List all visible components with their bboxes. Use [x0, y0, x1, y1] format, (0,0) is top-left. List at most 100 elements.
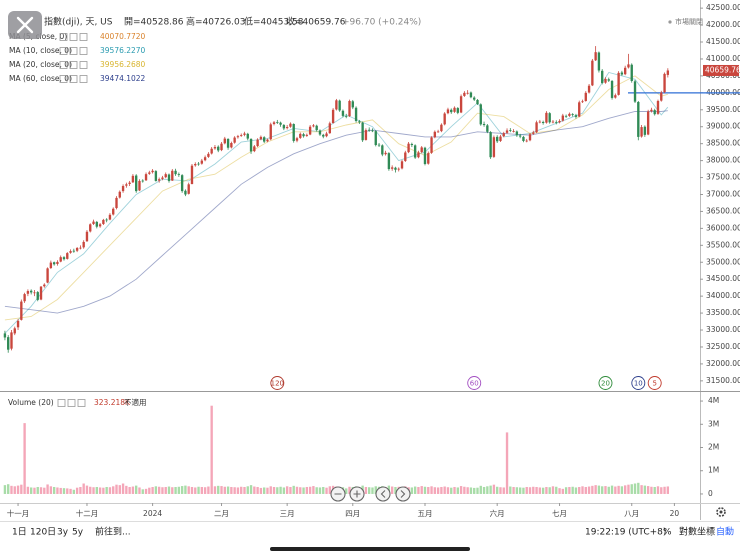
x-tick-label: 十一月 [7, 508, 30, 518]
range-button[interactable]: 5y [72, 528, 84, 538]
volume-bar [348, 486, 351, 494]
volume-bar [450, 487, 453, 494]
volume-bar [443, 486, 446, 494]
candle-body [98, 224, 102, 227]
candle-body [89, 224, 92, 232]
volume-bar [118, 485, 121, 494]
x-tick-label: 八月 [624, 509, 639, 518]
candle-body [259, 136, 263, 140]
candle-body [161, 177, 164, 179]
candle-body [545, 112, 548, 123]
candle-body [364, 130, 368, 140]
candle-body [469, 92, 473, 98]
scroll-left[interactable] [375, 486, 391, 502]
range-button[interactable]: 3y [57, 528, 69, 538]
candle-body [167, 174, 171, 181]
candle-body [171, 170, 174, 181]
volume-bar [591, 485, 594, 494]
volume-bar [10, 485, 13, 494]
gear[interactable] [716, 507, 726, 517]
candle-body [29, 290, 33, 293]
candle-body [446, 109, 450, 114]
candle-body [269, 124, 272, 140]
volume-bar [187, 486, 190, 494]
volume-bar [92, 487, 95, 494]
auto-toggle[interactable]: 自動 [716, 526, 734, 538]
volume-bar [325, 487, 328, 494]
zoom-controls[interactable] [330, 486, 411, 502]
home-indicator [270, 547, 470, 551]
candle-body [476, 99, 479, 105]
candle-body [220, 143, 223, 151]
volume-bar [69, 488, 72, 494]
period-marker [467, 376, 482, 390]
x-tick-label: 20 [670, 509, 680, 518]
candle-body [653, 110, 656, 115]
volume-bar [243, 486, 246, 494]
legend-reading: 39956.2680 [100, 60, 146, 69]
candle-body [295, 138, 299, 141]
volume-bar [167, 486, 171, 494]
status-dot [668, 20, 672, 24]
candle-body [141, 180, 144, 182]
candle-body [128, 182, 131, 184]
close-icon[interactable] [16, 16, 34, 34]
candle-body [423, 147, 427, 164]
y-tick-label: 33500.00 [706, 308, 740, 317]
settings-button[interactable] [716, 507, 726, 517]
goto-button[interactable]: 前往到... [95, 526, 131, 538]
candle-body [443, 113, 446, 125]
volume-bar [614, 486, 617, 494]
candle-body [489, 132, 492, 158]
candle-body [335, 100, 338, 110]
volume-bar [315, 487, 318, 494]
candle-body [49, 262, 53, 269]
volume-bar [479, 485, 482, 494]
candle-body [36, 292, 39, 300]
ma-line [4, 75, 668, 321]
volume-bar [203, 487, 207, 494]
legend-icon [69, 75, 78, 83]
candle-body [315, 125, 318, 131]
volume-bar [292, 485, 295, 494]
volume-note: 不適用 [124, 397, 147, 407]
candle-body [43, 284, 46, 287]
control-glyphs [334, 490, 406, 498]
volume-bar [43, 487, 46, 494]
candle-body [151, 170, 154, 173]
candle-body [184, 190, 187, 195]
volume-bar [574, 487, 578, 494]
close-button[interactable] [8, 11, 42, 39]
y-tick-label: 32000.00 [706, 359, 740, 368]
volume-bar [266, 487, 269, 494]
volume-bar [7, 484, 10, 494]
candle-body [594, 52, 597, 61]
volume-bar [135, 485, 138, 494]
range-button[interactable]: 1日 [12, 527, 27, 538]
candle-body [125, 184, 128, 186]
candle-body [394, 167, 397, 170]
candle-body [522, 136, 525, 141]
candle-body [578, 102, 581, 117]
period-marker-label: 20 [601, 380, 610, 388]
volume-bar [223, 486, 226, 494]
scroll-right[interactable] [395, 486, 411, 502]
candle-body [276, 121, 279, 123]
volume-bar [269, 486, 272, 494]
candle-body [148, 172, 151, 174]
volume-bar [584, 486, 587, 494]
candle-body [479, 104, 482, 125]
volume-bar [184, 485, 187, 494]
log-toggle[interactable]: 對數坐標 [679, 526, 715, 538]
candle-body [351, 101, 354, 108]
y-tick-label: 38000.00 [706, 156, 740, 165]
candle-body [118, 191, 121, 198]
percent-toggle[interactable]: % [663, 528, 672, 538]
y-tick-label: 41000.00 [706, 54, 740, 63]
volume-bar [249, 485, 253, 494]
candle-body [430, 137, 433, 153]
ma-line [4, 110, 668, 314]
legend-icon [69, 33, 78, 41]
range-button[interactable]: 120日 [30, 527, 56, 538]
